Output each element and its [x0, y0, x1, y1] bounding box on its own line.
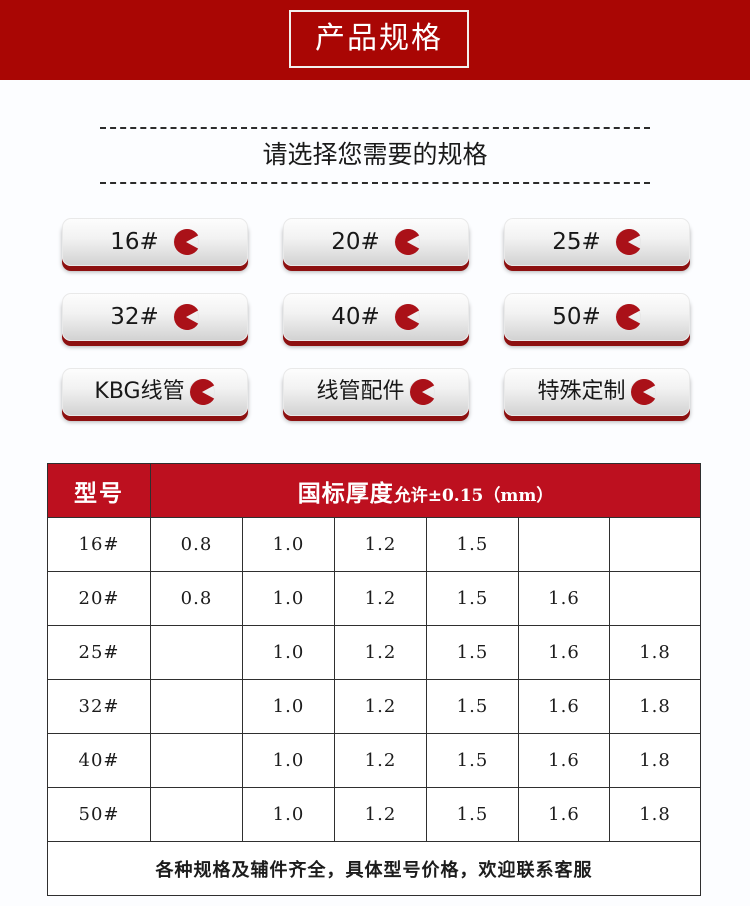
spec-button-25[interactable]: 25# — [504, 218, 690, 266]
circle-arrow-left-icon — [188, 379, 215, 405]
table-cell-value: 1.5 — [426, 571, 519, 626]
table-cell-value: 1.2 — [334, 571, 427, 626]
table-cell-value: 1.2 — [334, 787, 427, 842]
circle-arrow-left-icon — [408, 379, 435, 405]
circle-arrow-left-icon — [393, 229, 420, 255]
table-footnote-row: 各种规格及辅件齐全，具体型号价格，欢迎联系客服 — [46, 841, 702, 896]
table-cell-model: 16# — [47, 517, 151, 572]
dashed-divider-top — [100, 127, 650, 129]
table-cell-value: 1.6 — [518, 625, 610, 680]
page-header-banner: 产品规格 — [0, 0, 750, 80]
banner-title-box: 产品规格 — [289, 10, 469, 68]
table-cell-value: 1.8 — [608, 625, 702, 680]
specification-table: 型号 国标厚度允许±0.15（mm） 16# 0.8 1.0 1.2 1.5 2… — [46, 463, 702, 896]
table-header-row: 型号 国标厚度允许±0.15（mm） — [47, 463, 702, 518]
spec-button-20[interactable]: 20# — [283, 218, 469, 266]
table-cell-value: 1.0 — [242, 571, 335, 626]
table-cell-value — [608, 517, 702, 572]
page-title: 产品规格 — [315, 21, 443, 56]
table-cell-value: 1.6 — [518, 787, 610, 842]
spec-button-kbg-conduit[interactable]: KBG线管 — [62, 368, 248, 416]
subtitle-text: 请选择您需要的规格 — [262, 140, 488, 169]
table-row: 40# 1.0 1.2 1.5 1.6 1.8 — [47, 733, 702, 788]
spec-button-row: KBG线管 线管配件 特殊定制 — [62, 368, 690, 416]
circle-arrow-left-icon — [393, 304, 420, 330]
table-cell-value: 1.0 — [242, 625, 335, 680]
subtitle-section: 请选择您需要的规格 — [100, 120, 650, 190]
table-cell-value: 1.5 — [426, 625, 519, 680]
table-header-thickness-main: 国标厚度 — [297, 479, 394, 507]
table-cell-value: 1.6 — [518, 571, 610, 626]
circle-arrow-left-icon — [172, 229, 199, 255]
table-cell-value: 1.5 — [426, 679, 519, 734]
table-footnote: 各种规格及辅件齐全，具体型号价格，欢迎联系客服 — [46, 841, 702, 896]
table-row: 50# 1.0 1.2 1.5 1.6 1.8 — [47, 787, 702, 842]
dashed-divider-bottom — [100, 182, 650, 184]
table-cell-value — [518, 517, 610, 572]
circle-arrow-left-icon — [629, 379, 656, 405]
spec-button-label: 25# — [552, 228, 601, 255]
spec-button-row: 16# 20# 25# — [62, 218, 690, 266]
spec-button-16[interactable]: 16# — [62, 218, 248, 266]
spec-button-row: 32# 40# 50# — [62, 293, 690, 341]
spec-button-label: 50# — [552, 303, 601, 330]
table-cell-model: 32# — [47, 679, 151, 734]
table-cell-value: 1.0 — [242, 733, 335, 788]
table-cell-value: 1.0 — [242, 679, 335, 734]
table-row: 16# 0.8 1.0 1.2 1.5 — [47, 517, 702, 572]
circle-arrow-left-icon — [172, 304, 199, 330]
table-cell-value: 1.2 — [334, 733, 427, 788]
spec-button-label: 特殊定制 — [537, 379, 626, 404]
table-row: 32# 1.0 1.2 1.5 1.6 1.8 — [47, 679, 702, 734]
table-header-thickness-tolerance: 允许±0.15（mm） — [393, 485, 554, 506]
table-cell-value — [608, 571, 702, 626]
table-row: 20# 0.8 1.0 1.2 1.5 1.6 — [47, 571, 702, 626]
spec-button-32[interactable]: 32# — [62, 293, 248, 341]
table-cell-value: 1.5 — [426, 787, 519, 842]
table-cell-value: 1.2 — [334, 517, 427, 572]
circle-arrow-left-icon — [614, 229, 641, 255]
spec-button-label: 线管配件 — [316, 379, 405, 404]
table-cell-value: 0.8 — [150, 517, 243, 572]
spec-button-grid: 16# 20# 25# — [62, 218, 690, 443]
spec-button-label: KBG线管 — [94, 379, 185, 404]
spec-button-label: 16# — [110, 228, 159, 255]
table-cell-model: 20# — [47, 571, 151, 626]
circle-arrow-left-icon — [614, 304, 641, 330]
spec-button-50[interactable]: 50# — [504, 293, 690, 341]
spec-button-40[interactable]: 40# — [283, 293, 469, 341]
table-row: 25# 1.0 1.2 1.5 1.6 1.8 — [47, 625, 702, 680]
spec-button-label: 32# — [110, 303, 159, 330]
table-cell-model: 40# — [47, 733, 151, 788]
table-cell-value: 1.5 — [426, 733, 519, 788]
table-cell-value — [150, 679, 243, 734]
table-cell-value: 1.8 — [608, 733, 702, 788]
spec-button-conduit-fittings[interactable]: 线管配件 — [283, 368, 469, 416]
table-cell-value: 1.8 — [608, 679, 702, 734]
table-header-model: 型号 — [47, 463, 151, 518]
table-cell-value — [150, 625, 243, 680]
table-cell-value: 1.6 — [518, 733, 610, 788]
table-cell-value — [150, 733, 243, 788]
spec-button-label: 20# — [331, 228, 380, 255]
table-cell-value — [150, 787, 243, 842]
table-cell-value: 1.0 — [242, 517, 335, 572]
table-cell-value: 0.8 — [150, 571, 243, 626]
table-cell-value: 1.5 — [426, 517, 519, 572]
table-cell-value: 1.0 — [242, 787, 335, 842]
table-cell-model: 25# — [47, 625, 151, 680]
table-cell-value: 1.2 — [334, 679, 427, 734]
table-cell-value: 1.2 — [334, 625, 427, 680]
spec-button-custom-order[interactable]: 特殊定制 — [504, 368, 690, 416]
table-cell-value: 1.8 — [608, 787, 702, 842]
table-cell-model: 50# — [47, 787, 151, 842]
table-cell-value: 1.6 — [518, 679, 610, 734]
table-header-thickness: 国标厚度允许±0.15（mm） — [149, 463, 702, 518]
spec-button-label: 40# — [331, 303, 380, 330]
